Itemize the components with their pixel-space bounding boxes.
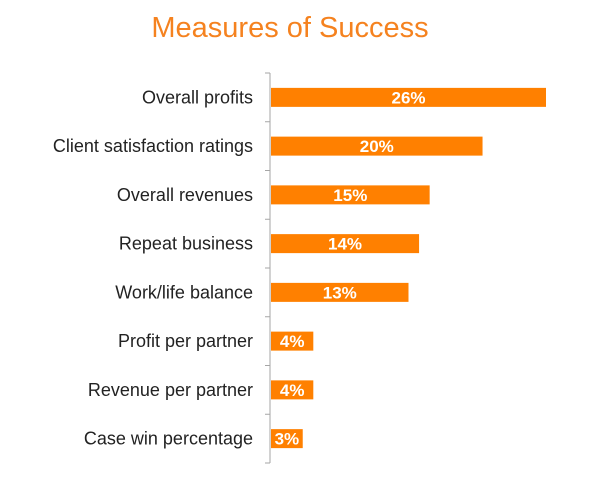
category-label: Repeat business [119, 234, 253, 254]
data-label: 14% [328, 235, 362, 254]
data-label: 4% [280, 381, 305, 400]
data-label: 20% [360, 137, 394, 156]
data-label: 15% [333, 186, 367, 205]
category-label: Overall revenues [117, 185, 253, 205]
category-label: Client satisfaction ratings [53, 136, 253, 156]
data-label: 13% [323, 283, 357, 302]
data-label: 4% [280, 332, 305, 351]
data-label: 3% [275, 430, 300, 449]
category-label: Revenue per partner [88, 380, 253, 400]
category-label: Case win percentage [84, 429, 253, 449]
data-label: 26% [391, 88, 425, 107]
category-label: Overall profits [142, 87, 253, 107]
category-label: Work/life balance [115, 282, 253, 302]
category-label: Profit per partner [118, 331, 253, 351]
